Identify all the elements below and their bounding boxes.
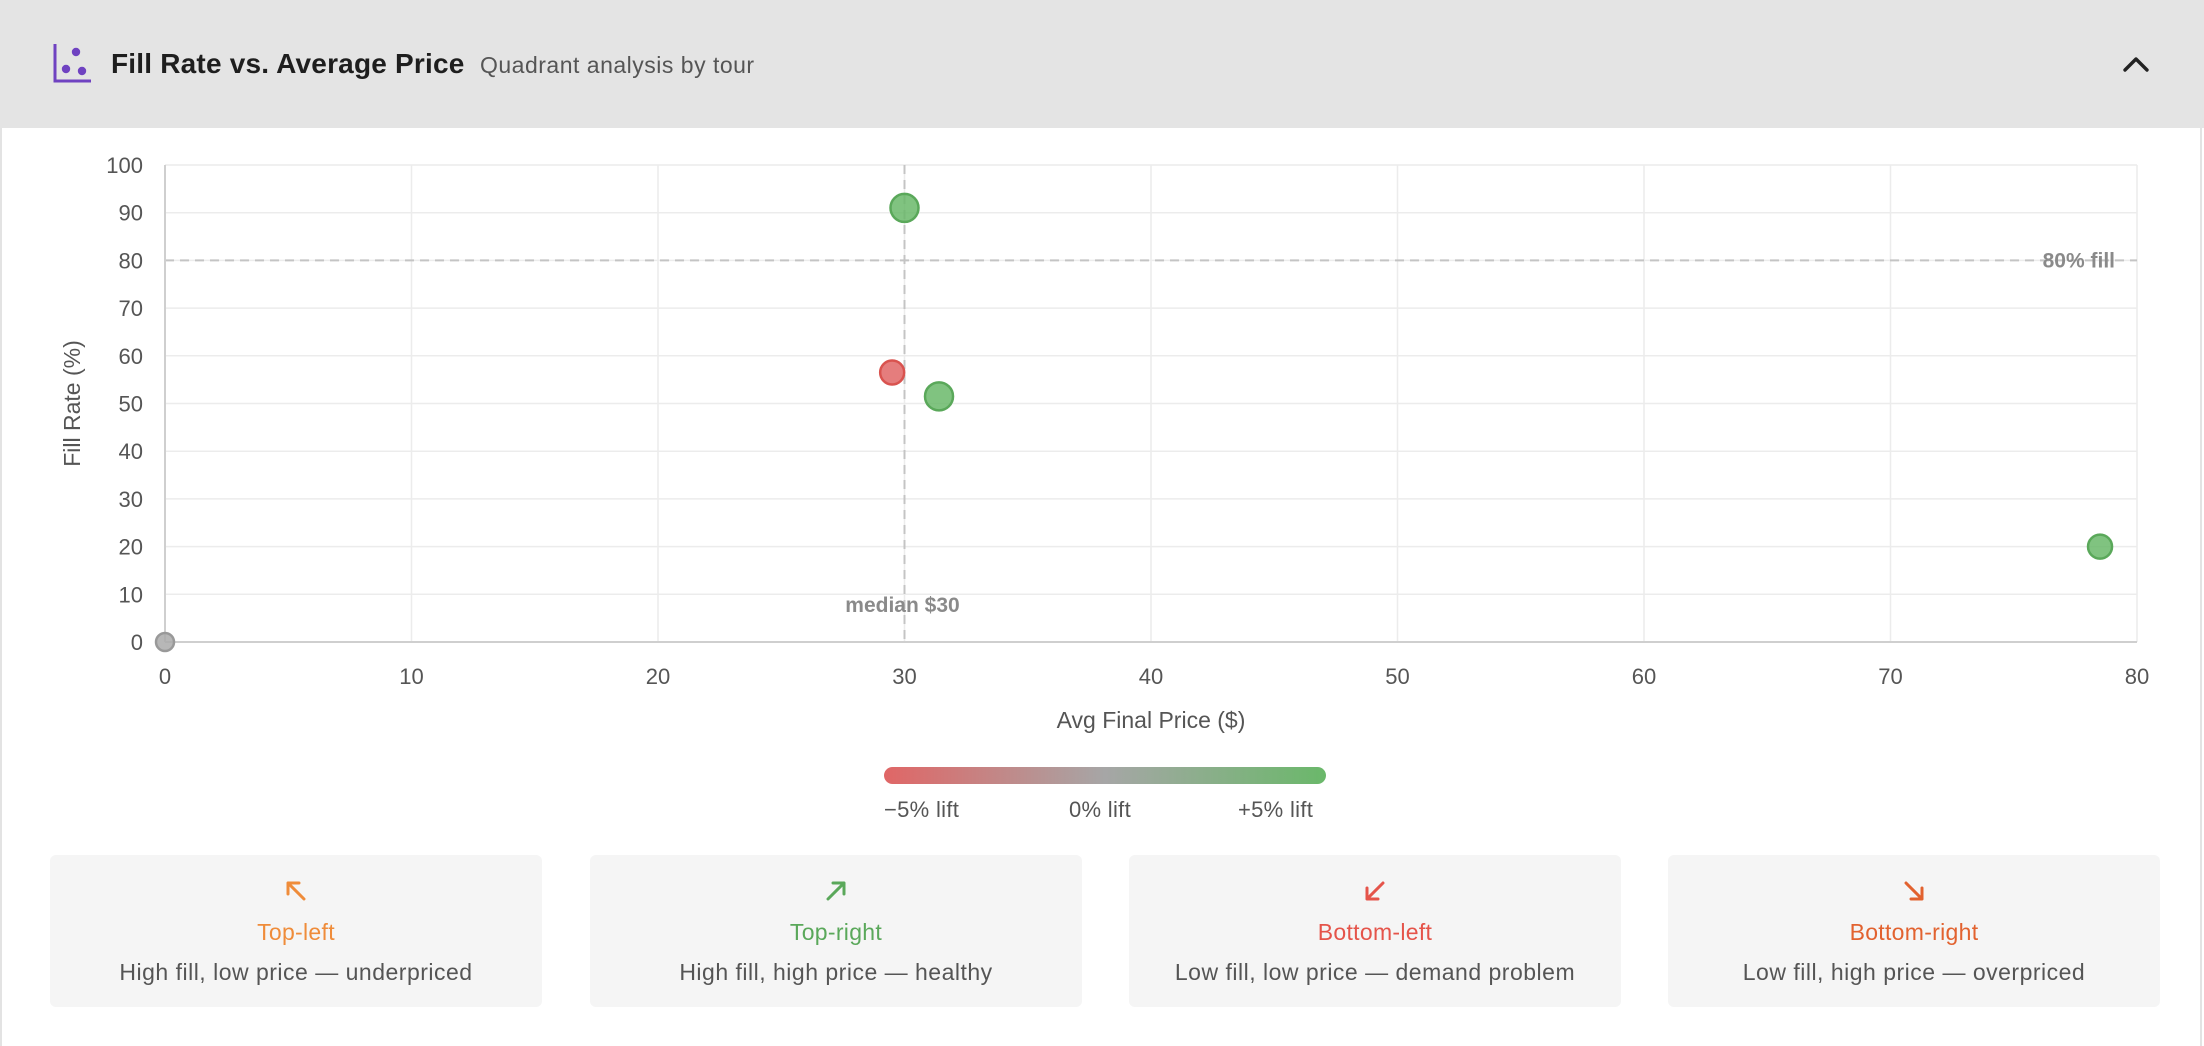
- y-axis-title: Fill Rate (%): [59, 340, 85, 467]
- y-tick-label: 40: [119, 439, 143, 464]
- quadrant-title: Bottom-right: [1849, 919, 1979, 945]
- grid: [164, 164, 2138, 643]
- y-tick-label: 10: [119, 582, 143, 607]
- arrow-down-right-icon: [1904, 881, 1924, 901]
- x-tick-label: 10: [399, 664, 423, 689]
- quadrant-card-bottom-left: Bottom-left Low fill, low price — demand…: [1129, 855, 1621, 1007]
- quadrant-card-top-right: Top-right High fill, high price — health…: [590, 855, 1082, 1007]
- median-line-label: median $30: [845, 594, 959, 617]
- y-tick-label: 90: [119, 201, 143, 226]
- x-tick-label: 80: [2125, 664, 2149, 689]
- arrow-up-left-icon: [286, 881, 306, 901]
- y-tick-label: 100: [106, 153, 143, 178]
- x-tick-label: 20: [646, 664, 670, 689]
- quadrant-title: Bottom-left: [1317, 919, 1433, 945]
- y-tick-label: 20: [119, 535, 143, 560]
- arrow-down-left-icon: [1365, 881, 1385, 901]
- data-point: [154, 631, 176, 653]
- scatter-chart-icon: [53, 44, 91, 83]
- legend-mid-label: 0% lift: [1069, 797, 1132, 822]
- quadrant-description: High fill, high price — healthy: [679, 959, 993, 985]
- panel-subtitle: Quadrant analysis by tour: [480, 52, 755, 78]
- quadrant-title: Top-left: [257, 919, 335, 945]
- quadrant-card-top-left: Top-left High fill, low price — underpri…: [50, 855, 542, 1007]
- y-tick-label: 0: [131, 630, 143, 655]
- reference-lines: [165, 165, 2137, 642]
- scatter-plot: 0 10 20 30 40 50 60 70 800102030405060708090100 …: [59, 153, 2149, 733]
- quadrant-description: Low fill, high price — overpriced: [1742, 959, 2086, 985]
- y-tick-label: 70: [119, 296, 143, 321]
- axes: 0 10 20 30 40 50 60 70 80 0 10 20 30 40 50 60 70 80 90 100: [106, 153, 2149, 689]
- arrow-up-right-icon: [826, 881, 846, 901]
- panel-title: Fill Rate vs. Average Price: [111, 48, 465, 79]
- legend-high-label: +5% lift: [1238, 797, 1314, 822]
- chevron-up-icon[interactable]: [2116, 44, 2156, 84]
- quadrant-description: High fill, low price — underpriced: [119, 959, 473, 985]
- x-tick-label: 40: [1139, 664, 1163, 689]
- x-tick-label: 0: [159, 664, 171, 689]
- lift-color-scale: [884, 767, 1326, 784]
- legend-low-label: −5% lift: [884, 797, 960, 822]
- quadrant-title: Top-right: [789, 919, 883, 945]
- data-point: [889, 192, 920, 224]
- x-tick-label: 60: [1632, 664, 1656, 689]
- y-tick-label: 80: [119, 248, 143, 273]
- data-point: [923, 381, 955, 412]
- x-tick-label: 70: [1878, 664, 1902, 689]
- quadrant-card-bottom-right: Bottom-right Low fill, high price — over…: [1668, 855, 2160, 1007]
- x-axis-title: Avg Final Price ($): [1057, 707, 1246, 733]
- data-point: [2086, 533, 2114, 560]
- data-points: [154, 192, 2114, 653]
- fill-line-label: 80% fill: [2043, 249, 2115, 272]
- x-tick-label: 50: [1385, 664, 1409, 689]
- quadrant-description: Low fill, low price — demand problem: [1174, 959, 1576, 985]
- data-point: [878, 359, 906, 386]
- y-tick-label: 60: [119, 344, 143, 369]
- y-tick-label: 50: [119, 392, 143, 417]
- panel-header[interactable]: Fill Rate vs. Average Price Quadrant ana…: [0, 0, 2204, 128]
- y-tick-label: 30: [119, 487, 143, 512]
- x-tick-label: 30: [892, 664, 916, 689]
